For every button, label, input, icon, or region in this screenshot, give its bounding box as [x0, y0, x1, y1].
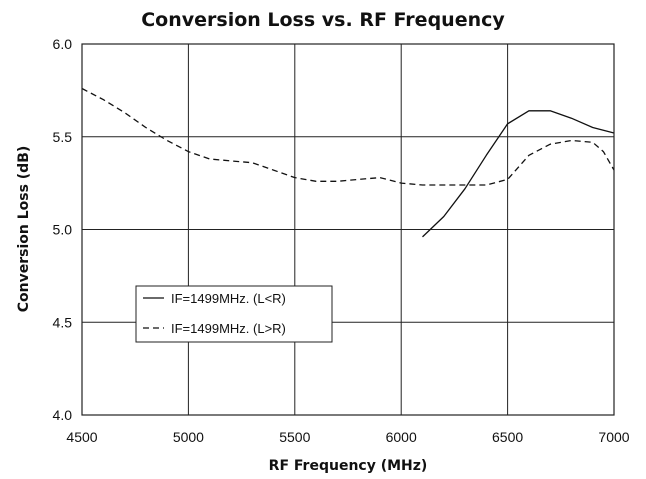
chart-title: Conversion Loss vs. RF Frequency	[141, 9, 505, 31]
tick-labels: 4500 5000 5500 6000 6500 7000 4.0 4.5 5.0 5.5 6.0	[53, 36, 630, 445]
legend-label-dashed: IF=1499MHz. (L>R)	[171, 321, 286, 336]
legend: IF=1499MHz. (L<R) IF=1499MHz. (L>R)	[135, 285, 333, 343]
y-tick-label: 6.0	[53, 36, 73, 52]
y-tick-label: 5.5	[53, 129, 73, 145]
x-axis-label: RF Frequency (MHz)	[269, 458, 428, 474]
x-tick-label: 6500	[492, 429, 523, 445]
legend-box	[135, 285, 333, 343]
x-tick-label: 5500	[279, 429, 310, 445]
x-tick-label: 4500	[66, 429, 97, 445]
y-tick-label: 4.0	[53, 407, 73, 423]
x-tick-label: 5000	[173, 429, 204, 445]
y-tick-label: 5.0	[53, 222, 73, 238]
series-line-solid	[422, 110, 615, 238]
x-tick-label: 7000	[598, 429, 629, 445]
grid	[81, 43, 615, 416]
legend-label-solid: IF=1499MHz. (L<R)	[171, 291, 286, 306]
plot-frame	[81, 43, 615, 416]
y-tick-label: 4.5	[53, 314, 73, 330]
x-tick-label: 6000	[386, 429, 417, 445]
y-axis-label: Conversion Loss (dB)	[16, 146, 32, 313]
plot-series	[81, 87, 615, 238]
